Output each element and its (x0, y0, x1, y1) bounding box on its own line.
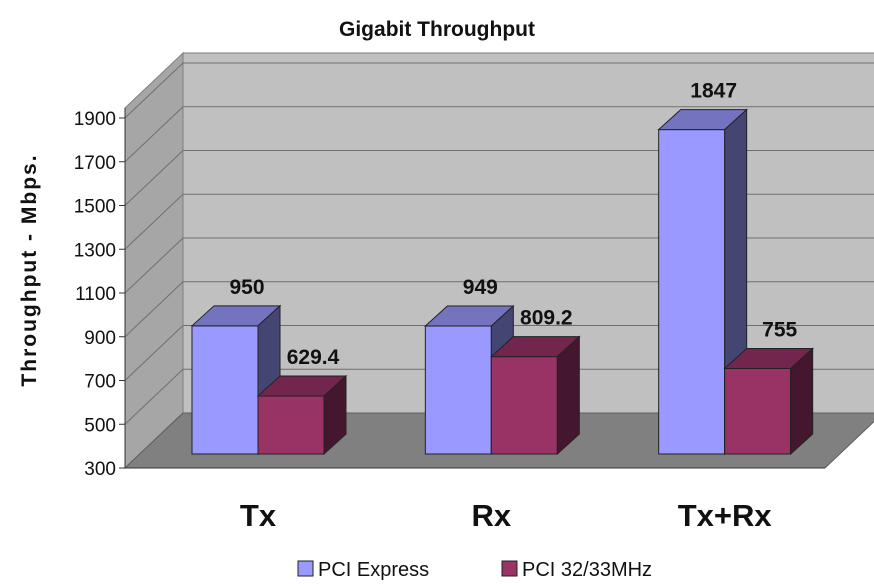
data-label: 629.4 (287, 346, 340, 369)
y-tick-label: 500 (84, 415, 116, 436)
data-label: 1847 (690, 80, 737, 103)
bar-front-face (191, 325, 259, 455)
data-label: 950 (229, 276, 264, 299)
bar-pci-32-33mhz-tx-rx (723, 347, 814, 456)
bar-front-face (658, 129, 726, 455)
y-tick-label: 1900 (74, 109, 116, 130)
data-label: 809.2 (520, 307, 573, 330)
bar-pci-32-33mhz-rx (490, 335, 581, 456)
y-tick-label: 1700 (74, 153, 116, 174)
gridline (124, 325, 874, 381)
bar-side-face (323, 374, 347, 456)
bar-pci-32-33mhz-tx (256, 374, 348, 456)
y-axis-label: Throughput - Mbps. (18, 153, 41, 386)
chart-legend: PCI Express PCI 32/33MHz (297, 559, 652, 581)
gridline (124, 193, 874, 250)
data-labels: 950 629.4 949 809.2 1847 755 (229, 80, 797, 369)
bar-front-face (724, 367, 792, 455)
data-label: 755 (762, 318, 797, 341)
bar-front-face (490, 356, 558, 455)
gridline (124, 150, 874, 206)
legend-swatch (297, 560, 314, 577)
legend-swatch (501, 560, 518, 577)
bar-front-face (257, 395, 325, 455)
gridline (124, 237, 874, 294)
x-tick-label: Rx (472, 498, 512, 533)
gridline (124, 62, 874, 119)
legend-label: PCI 32/33MHz (522, 559, 652, 581)
chart-bars (190, 108, 814, 456)
data-label: 949 (463, 276, 498, 299)
bar-front-face (424, 325, 492, 455)
bar-side-face (790, 347, 814, 456)
gridline (124, 368, 874, 425)
y-tick-label: 300 (84, 459, 116, 480)
y-tick-label: 700 (84, 372, 116, 393)
x-axis: Tx Rx Tx+Rx (125, 467, 825, 533)
gridline (124, 106, 874, 163)
y-axis: 300 500 700 900 1100 1300 1500 1700 1900 (74, 108, 126, 480)
legend-label: PCI Express (318, 559, 429, 581)
y-tick-label: 1500 (74, 197, 116, 218)
y-tick-label: 1300 (74, 240, 116, 261)
x-tick-label: Tx+Rx (678, 498, 773, 533)
y-tick-label: 1100 (75, 284, 116, 305)
gridline (124, 281, 874, 338)
chart-title: Gigabit Throughput (339, 18, 535, 41)
y-tick-label: 900 (84, 328, 116, 349)
x-tick-label: Tx (240, 498, 277, 533)
bar-side-face (556, 335, 580, 456)
